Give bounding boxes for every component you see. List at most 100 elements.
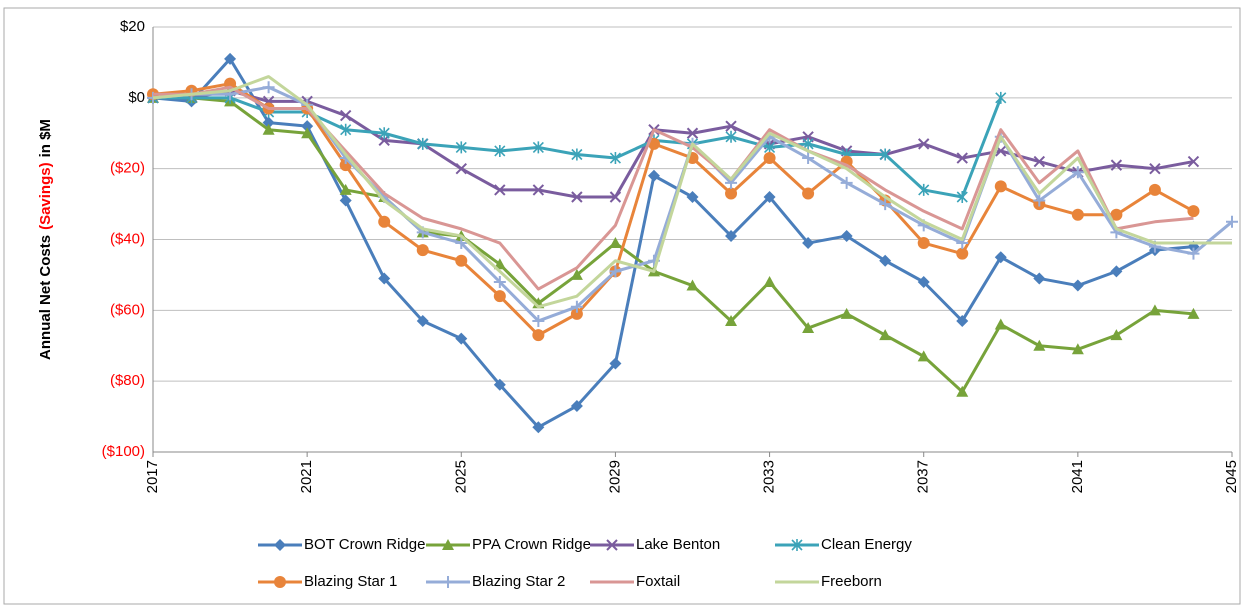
- marker: [532, 141, 544, 154]
- legend-label: PPA Crown Ridge: [472, 536, 591, 553]
- marker: [301, 127, 314, 139]
- marker: [1149, 162, 1161, 175]
- marker: [532, 314, 545, 327]
- marker: [879, 198, 892, 211]
- marker: [917, 350, 930, 362]
- marker: [262, 123, 275, 135]
- marker: [802, 137, 814, 150]
- marker: [455, 237, 468, 250]
- marker: [532, 421, 545, 434]
- marker: [994, 180, 1007, 193]
- marker: [455, 254, 468, 267]
- marker: [994, 318, 1007, 330]
- marker: [442, 539, 454, 550]
- y-tick-label: $0: [128, 89, 145, 106]
- x-tick-label: 2029: [606, 460, 623, 493]
- marker: [1148, 304, 1161, 316]
- marker: [1033, 155, 1046, 168]
- marker: [956, 191, 968, 203]
- y-tick-label: $20: [120, 18, 145, 35]
- y-axis-title: Annual Net Costs (Savings) in $M: [37, 119, 54, 360]
- marker: [378, 127, 390, 140]
- marker: [1187, 307, 1200, 319]
- marker: [840, 176, 853, 189]
- marker: [1033, 194, 1046, 207]
- marker: [802, 322, 815, 334]
- legend-label: Freeborn: [821, 573, 882, 590]
- x-tick-label: 2037: [915, 460, 932, 493]
- marker: [224, 52, 237, 65]
- legend-label: Foxtail: [636, 573, 680, 590]
- marker: [570, 300, 583, 313]
- marker: [917, 237, 930, 250]
- marker: [493, 290, 506, 303]
- marker: [647, 169, 660, 182]
- legend-label: Blazing Star 2: [472, 573, 565, 590]
- x-tick-label: 2017: [144, 460, 161, 493]
- marker: [493, 378, 506, 391]
- marker: [686, 191, 699, 203]
- marker: [1187, 155, 1200, 168]
- marker: [686, 127, 699, 139]
- y-axis-title-part: (Savings): [37, 162, 54, 230]
- marker: [494, 184, 506, 196]
- marker: [339, 183, 352, 195]
- marker: [609, 152, 621, 165]
- marker: [802, 187, 815, 200]
- marker: [570, 307, 583, 320]
- marker: [725, 187, 738, 200]
- marker: [956, 152, 968, 164]
- marker: [1110, 159, 1123, 171]
- marker: [840, 307, 853, 319]
- marker: [1226, 215, 1238, 228]
- y-tick-label: ($60): [110, 301, 145, 318]
- marker: [764, 141, 776, 154]
- marker: [609, 237, 622, 249]
- marker: [532, 184, 545, 196]
- legend-label: Clean Energy: [821, 536, 912, 553]
- marker: [1110, 265, 1123, 278]
- marker: [995, 91, 1007, 104]
- marker: [455, 332, 468, 345]
- marker: [1187, 247, 1200, 260]
- series-line: [152, 75, 1232, 309]
- marker: [725, 130, 737, 143]
- marker: [1187, 205, 1200, 218]
- x-tick-label: 2025: [452, 460, 469, 493]
- chart-border: [3, 7, 1241, 605]
- y-tick-label: ($20): [110, 160, 145, 177]
- marker: [763, 191, 776, 203]
- marker: [725, 120, 737, 132]
- marker: [378, 215, 391, 228]
- series-line: [153, 96, 1194, 394]
- marker: [1071, 279, 1084, 292]
- marker: [1071, 343, 1084, 355]
- marker: [791, 539, 803, 551]
- marker: [417, 137, 429, 150]
- marker: [455, 141, 467, 154]
- marker: [763, 276, 776, 287]
- marker: [1033, 272, 1046, 285]
- marker: [455, 162, 467, 175]
- marker: [339, 194, 352, 207]
- marker: [879, 148, 891, 161]
- marker: [1071, 208, 1084, 221]
- series-line: [152, 82, 1195, 337]
- marker: [571, 148, 583, 161]
- marker: [956, 247, 969, 260]
- marker: [1110, 329, 1123, 341]
- marker: [1148, 183, 1161, 196]
- marker: [918, 138, 930, 150]
- marker: [840, 229, 853, 242]
- marker: [442, 576, 454, 588]
- marker: [416, 314, 429, 327]
- marker: [262, 116, 275, 129]
- marker: [493, 258, 506, 270]
- marker: [918, 183, 930, 196]
- marker: [301, 120, 314, 133]
- marker: [917, 276, 930, 288]
- y-tick-label: ($100): [102, 443, 145, 460]
- marker: [606, 539, 618, 551]
- legend-label: BOT Crown Ridge: [304, 536, 425, 553]
- marker: [532, 329, 545, 342]
